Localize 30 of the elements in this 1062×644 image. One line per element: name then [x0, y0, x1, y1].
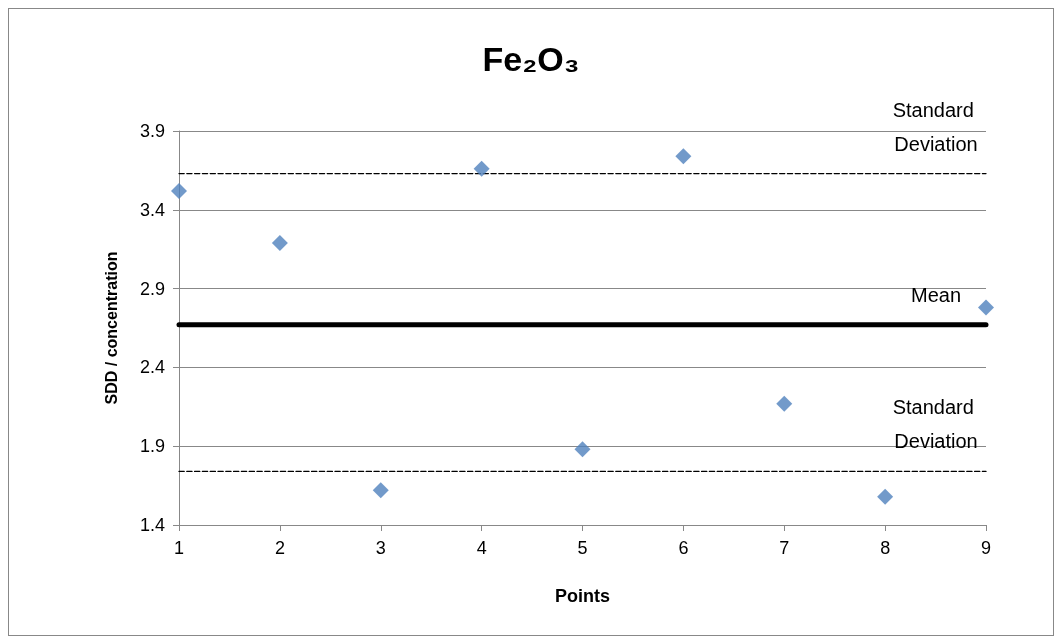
x-tick-label: 2 — [274, 538, 285, 558]
x-tick-label: 6 — [678, 538, 689, 558]
x-tick-label: 4 — [476, 538, 487, 558]
point — [372, 482, 389, 499]
y-axis-title: SDD / concentration — [102, 251, 120, 405]
x-tick-label: 9 — [980, 538, 992, 558]
y-tick-label: 2.4 — [139, 357, 165, 378]
chart-title: Fe₂O₃ — [482, 40, 580, 78]
x-axis-title: Points — [554, 586, 611, 606]
point — [877, 488, 894, 505]
point — [675, 148, 692, 165]
y-tick-label: 3.4 — [139, 199, 165, 220]
x-tick-label: 5 — [577, 538, 588, 558]
y-tick-label: 1.9 — [139, 436, 165, 457]
point — [978, 299, 994, 316]
point — [271, 234, 288, 251]
point — [171, 182, 187, 199]
x-tick-label: 3 — [375, 538, 386, 558]
ref-line-label: Standard Deviation — [892, 98, 980, 155]
x-tick-label: 1 — [173, 538, 185, 558]
x-tick-label: 7 — [779, 538, 790, 558]
y-tick-label: 1.4 — [139, 515, 165, 535]
ref-line-label: Mean — [910, 283, 962, 306]
y-tick-label: 3.9 — [139, 121, 165, 141]
y-tick-label: 2.9 — [139, 278, 165, 299]
point — [776, 395, 793, 412]
point — [473, 160, 490, 177]
x-tick-label: 8 — [880, 538, 891, 558]
point — [574, 441, 591, 458]
ref-line-label: Standard Deviation — [892, 396, 980, 453]
